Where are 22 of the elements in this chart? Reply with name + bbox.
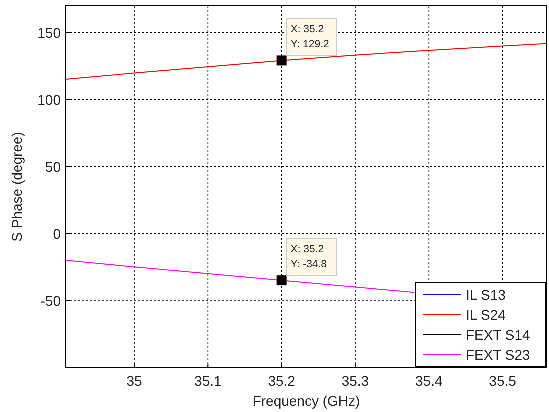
x-tick-label: 35.3 [342, 373, 370, 389]
y-tick-label: 50 [45, 158, 62, 175]
line-series [66, 260, 415, 294]
legend-label: FEXT S14 [466, 327, 531, 343]
y-tick-label: 0 [53, 226, 62, 242]
y-tick-label: -50 [40, 292, 62, 309]
legend-label: FEXT S23 [466, 347, 531, 363]
x-tick-label: 35.4 [416, 373, 443, 389]
legend-label: IL S24 [466, 307, 506, 323]
x-tick-label: 35.5 [489, 373, 517, 389]
y-axis-title: S Phase (degree) [9, 132, 25, 242]
annotation: X: 35.2 Y: 129.2 [290, 24, 330, 51]
x-tick-label: 35.1 [194, 373, 222, 389]
x-tick-label: 35 [126, 373, 142, 389]
x-axis-title: Frequency (GHz) [252, 393, 360, 409]
y-tick-label: 150 [38, 24, 62, 41]
y-tick-label: 100 [38, 92, 62, 108]
legend-label: IL S13 [466, 287, 506, 303]
datatip: X: 35.2 Y: -34.8 [276, 238, 338, 286]
datatip: X: 35.2 Y: 129.2 [276, 18, 338, 66]
annotation: X: 35.2 Y: -34.8 [290, 244, 328, 271]
x-tick-label: 35.2 [268, 373, 296, 389]
